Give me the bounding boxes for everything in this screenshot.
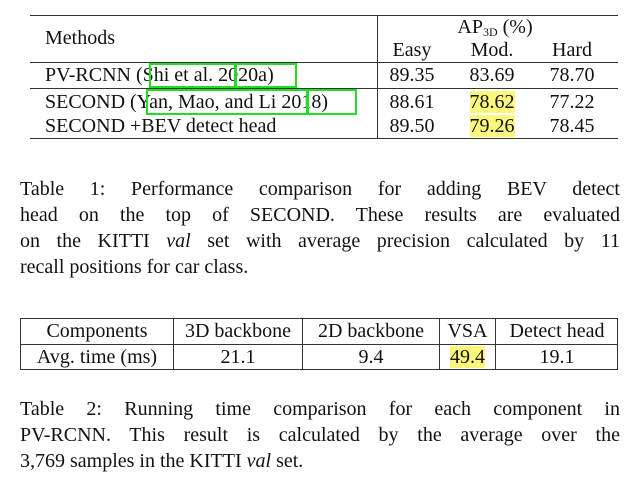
header-vsa: VSA xyxy=(447,320,488,342)
cell-detect-head: 19.1 xyxy=(539,346,575,368)
caption-line: Table 1: Performance comparison for addi… xyxy=(20,178,620,200)
method-name: SECOND ( xyxy=(45,91,137,113)
ap-label: AP xyxy=(457,16,483,38)
cell-easy: 89.50 xyxy=(389,115,435,137)
table-row: SECOND (Yan, Mao, and Li 2018) xyxy=(45,90,328,114)
caption-text: on the KITTI xyxy=(20,230,167,252)
cell-mod-highlighted: 78.62 xyxy=(462,90,522,114)
paren: ) xyxy=(321,91,328,113)
citation-year-link[interactable]: 2020a xyxy=(218,64,268,86)
mid-rule xyxy=(30,88,618,89)
paren: ) xyxy=(267,64,274,86)
bottom-rule xyxy=(30,138,618,139)
caption-line: on the KITTI val set with average precis… xyxy=(20,228,620,254)
header-mod: Mod. xyxy=(470,39,514,61)
caption-line: recall positions for car class. xyxy=(20,256,249,278)
cell-mod-highlighted: 79.26 xyxy=(462,114,522,138)
header-3d-backbone: 3D backbone xyxy=(184,320,292,342)
caption-italic: val xyxy=(246,450,272,472)
header-rule xyxy=(30,62,618,63)
table-row: PV-RCNN (Shi et al. 2020a) xyxy=(45,63,274,87)
row-label: Avg. time (ms) xyxy=(36,346,158,368)
header-detect-head: Detect head xyxy=(509,320,605,342)
column-divider xyxy=(173,319,174,369)
header-ap3d: AP3D (%) xyxy=(395,15,595,44)
row-divider xyxy=(21,344,617,345)
caption-text: 3,769 samples in the KITTI xyxy=(20,450,247,472)
header-components: Components xyxy=(46,320,148,342)
cell-mod: 83.69 xyxy=(469,64,515,86)
caption-text: set. xyxy=(271,450,304,472)
caption-line: PV-RCNN. This result is calculated by th… xyxy=(20,424,620,446)
caption-text: set with average precision calculated by… xyxy=(190,230,620,252)
table-row: SECOND +BEV detect head xyxy=(45,115,277,137)
column-divider xyxy=(495,319,496,369)
citation-box[interactable] xyxy=(149,63,236,88)
header-2d-backbone: 2D backbone xyxy=(317,320,425,342)
cell-3d-backbone: 21.1 xyxy=(220,346,256,368)
caption-line: head on the top of SECOND. These results… xyxy=(20,204,620,226)
cell-easy: 89.35 xyxy=(389,64,435,86)
caption-line: Table 2: Running time comparison for eac… xyxy=(20,398,620,420)
method-name: PV-RCNN ( xyxy=(45,64,143,86)
highlight: 78.62 xyxy=(469,91,515,113)
highlight: 79.26 xyxy=(469,115,515,137)
header-easy: Easy xyxy=(392,39,432,61)
cell-vsa-highlighted: 49.4 xyxy=(440,345,495,369)
column-divider xyxy=(439,319,440,369)
citation-link[interactable]: Shi et al. xyxy=(142,64,214,86)
highlight: 49.4 xyxy=(450,346,485,368)
cell-easy: 88.61 xyxy=(389,91,435,113)
citation-link[interactable]: Yan, Mao, and Li xyxy=(136,91,277,113)
citation-box[interactable] xyxy=(307,89,357,115)
citation-box[interactable] xyxy=(146,89,308,115)
header-hard: Hard xyxy=(552,39,592,61)
cell-hard: 78.70 xyxy=(549,64,595,86)
top-rule xyxy=(30,15,618,16)
ap-unit: (%) xyxy=(502,16,533,38)
table-2: Components 3D backbone 2D backbone VSA D… xyxy=(20,318,618,370)
citation-box[interactable] xyxy=(235,63,297,88)
header-methods: Methods xyxy=(45,27,115,49)
caption-line: 3,769 samples in the KITTI val set. xyxy=(20,448,620,474)
citation-year-link[interactable]: 2018 xyxy=(281,91,322,113)
column-divider xyxy=(377,15,378,138)
cell-2d-backbone: 9.4 xyxy=(358,346,384,368)
cell-hard: 77.22 xyxy=(549,91,595,113)
column-divider xyxy=(302,319,303,369)
ap-subscript: 3D xyxy=(482,25,498,39)
cell-hard: 78.45 xyxy=(549,115,595,137)
caption-italic: val xyxy=(166,230,191,252)
